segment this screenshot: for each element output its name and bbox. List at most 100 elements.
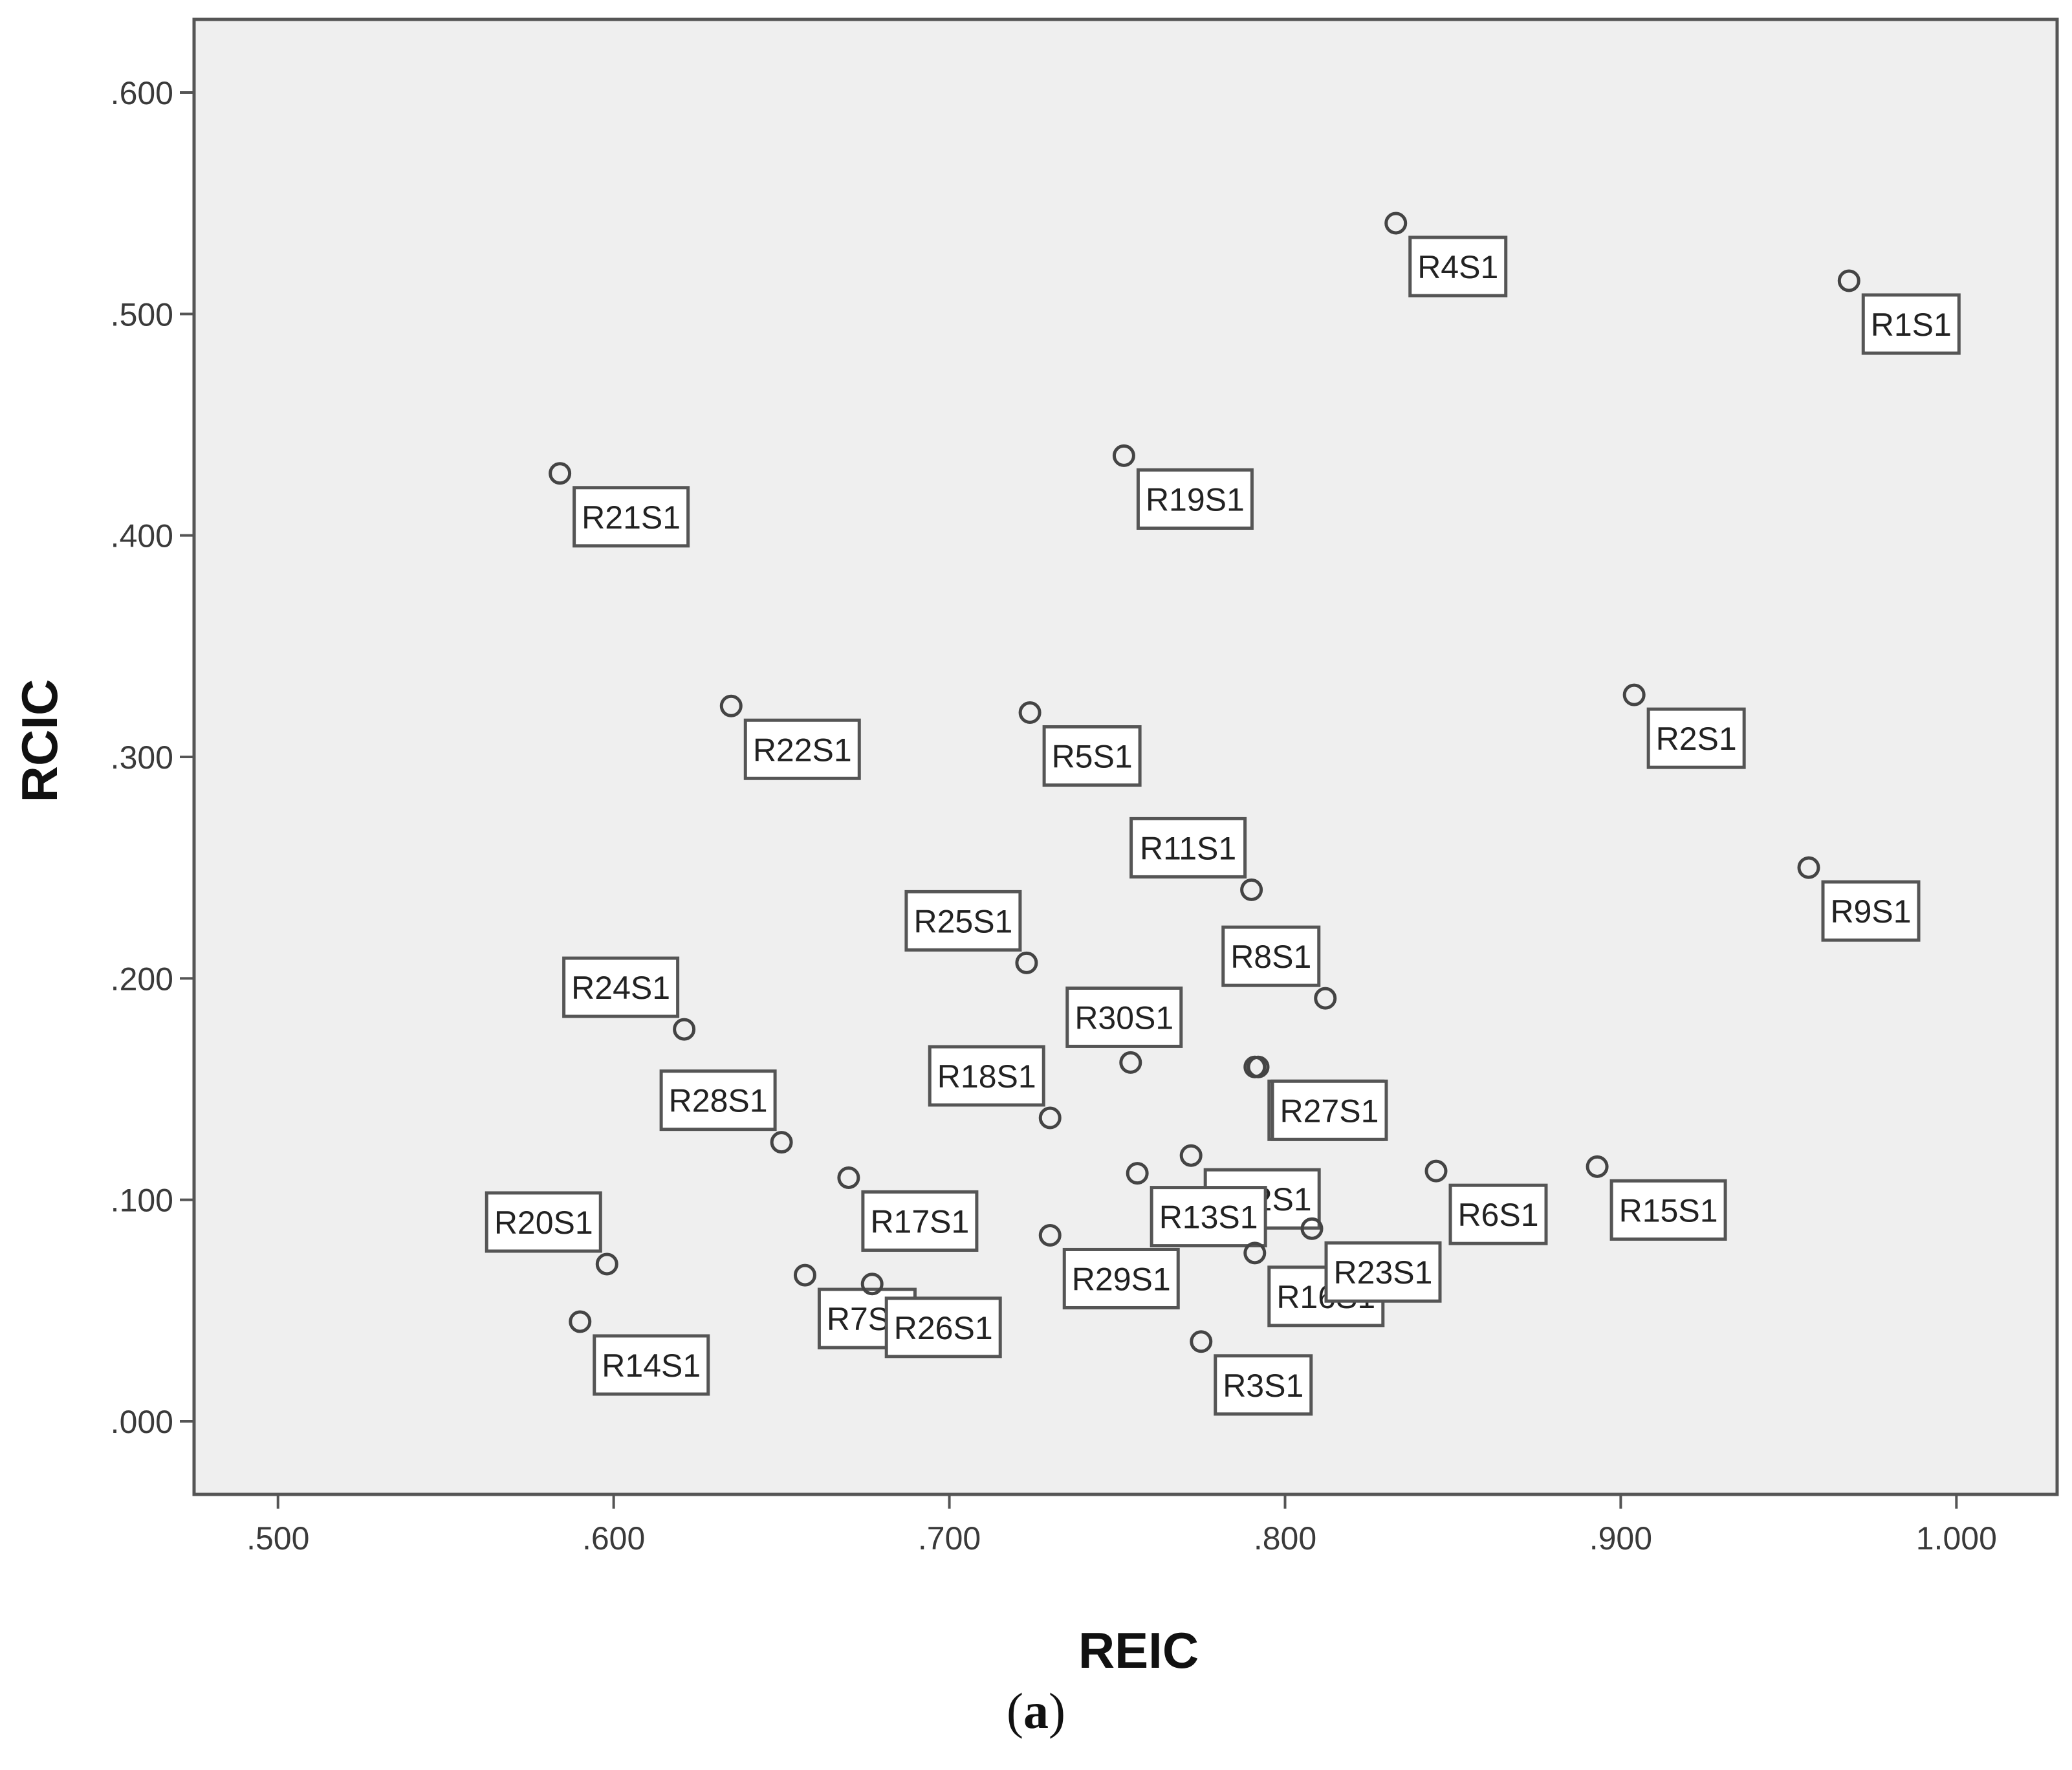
data-point: R29S1 [1038, 1223, 1180, 1309]
data-point: R23S1 [1300, 1217, 1442, 1303]
point-marker [1015, 951, 1038, 974]
point-marker [1112, 444, 1135, 467]
point-label-box [861, 1190, 979, 1252]
point-marker [1837, 269, 1860, 292]
point-marker [1300, 1217, 1324, 1240]
x-tick-label: 1.000 [1916, 1520, 1997, 1557]
point-label-box [1448, 1183, 1548, 1245]
point-marker [1797, 856, 1820, 879]
data-point: R8S1 [1221, 925, 1337, 1010]
point-label-box [659, 1069, 777, 1131]
data-point: R9S1 [1797, 856, 1921, 942]
data-point: R6S1 [1424, 1159, 1548, 1245]
point-label-box [1150, 1186, 1267, 1248]
point-label: R20S1 [494, 1205, 593, 1241]
data-point: R13S1 [1126, 1162, 1267, 1248]
point-label: R4S1 [1417, 249, 1498, 285]
point-label: R11S1 [1140, 830, 1236, 866]
y-axis-title: RCIC [11, 679, 68, 803]
point-label-box [1221, 925, 1321, 987]
point-marker [1126, 1162, 1149, 1185]
point-label-box [1062, 1247, 1180, 1309]
point-label-box [904, 890, 1022, 952]
point-marker [1038, 1106, 1062, 1130]
point-marker [1179, 1144, 1203, 1167]
point-marker [1190, 1330, 1213, 1353]
x-tick-label: .800 [1254, 1520, 1316, 1557]
data-point: R15S1 [1586, 1155, 1727, 1241]
point-marker [1424, 1159, 1448, 1183]
point-label: R3S1 [1223, 1368, 1303, 1404]
data-point: R28S1 [659, 1069, 793, 1154]
point-label: R17S1 [870, 1203, 969, 1240]
point-marker [595, 1252, 618, 1276]
point-marker [1586, 1155, 1609, 1178]
point-label-box [1324, 1241, 1442, 1303]
data-point: R2S1 [1622, 683, 1746, 769]
point-label-box [1214, 1354, 1313, 1416]
point-label-box [928, 1045, 1045, 1107]
point-marker [770, 1131, 793, 1154]
point-label-box [1270, 1079, 1388, 1141]
point-label: R29S1 [1072, 1261, 1171, 1297]
point-label-box [573, 486, 690, 548]
point-marker [837, 1166, 860, 1189]
point-label-box [1042, 725, 1142, 787]
data-point: R26S1 [860, 1273, 1002, 1359]
point-label: R15S1 [1619, 1192, 1718, 1229]
point-label-box [562, 956, 680, 1018]
x-tick-label: .900 [1589, 1520, 1652, 1557]
point-label: R22S1 [753, 732, 852, 768]
x-axis: .500 .600 .700 .800 .900 1.000 [246, 1494, 1997, 1557]
point-label: R28S1 [669, 1083, 768, 1119]
point-label: R1S1 [1871, 307, 1952, 343]
point-label: R24S1 [571, 970, 670, 1006]
point-marker [1038, 1223, 1062, 1247]
x-tick-label: .500 [246, 1520, 309, 1557]
x-tick-label: .600 [582, 1520, 645, 1557]
point-marker [1243, 1241, 1267, 1265]
point-marker [1240, 878, 1263, 901]
point-label-box [743, 718, 861, 780]
x-axis-title: REIC [1078, 1622, 1199, 1679]
point-label: R26S1 [894, 1310, 993, 1346]
point-marker [1247, 1055, 1270, 1078]
data-point: R18S1 [928, 1045, 1062, 1130]
point-label: R9S1 [1830, 893, 1911, 930]
data-point: R3S1 [1190, 1330, 1313, 1416]
point-marker [569, 1310, 592, 1333]
point-label: R5S1 [1052, 739, 1133, 775]
point-label-box [1065, 986, 1183, 1048]
point-marker [793, 1263, 816, 1287]
point-label: R13S1 [1159, 1199, 1258, 1236]
point-label: R2S1 [1656, 721, 1737, 757]
point-label-box [1408, 235, 1508, 298]
point-label-box [485, 1191, 602, 1253]
data-points: R1S1R2S1R3S1R4S1R5S1R6S1R7S1R8S1R9S1R10S… [485, 212, 1961, 1416]
point-label: R21S1 [582, 499, 681, 536]
data-point: R1S1 [1837, 269, 1961, 355]
point-label-box [1646, 707, 1746, 769]
data-point: R20S1 [485, 1191, 618, 1276]
data-point: R11S1 [1129, 816, 1263, 901]
data-point: R30S1 [1065, 986, 1183, 1074]
point-marker [860, 1273, 884, 1296]
y-tick-label: .100 [111, 1183, 173, 1219]
point-marker [549, 462, 572, 485]
data-point: R25S1 [904, 890, 1038, 974]
point-label: R30S1 [1074, 1000, 1173, 1036]
point-label-box [1861, 293, 1961, 355]
y-tick-label: .500 [111, 296, 173, 333]
point-label: R8S1 [1230, 939, 1311, 975]
data-point: R5S1 [1018, 701, 1142, 787]
point-label: R27S1 [1280, 1093, 1379, 1129]
caption-close: ) [1049, 1683, 1065, 1739]
point-label-box [1129, 816, 1247, 879]
point-marker [719, 694, 743, 717]
point-marker [1384, 212, 1408, 235]
caption-open: ( [1007, 1683, 1023, 1739]
point-label: R14S1 [602, 1348, 701, 1384]
y-tick-label: .600 [111, 75, 173, 111]
x-tick-label: .700 [918, 1520, 981, 1557]
point-label-box [593, 1334, 710, 1396]
